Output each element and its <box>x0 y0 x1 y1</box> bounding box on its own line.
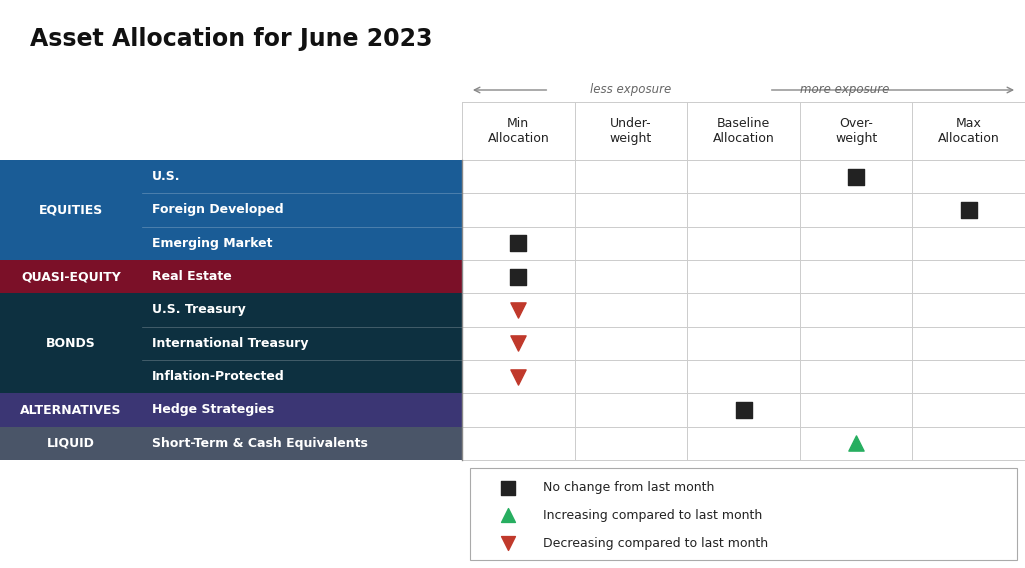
Text: Under-
weight: Under- weight <box>610 117 652 145</box>
Point <box>500 538 517 548</box>
Point <box>510 339 527 348</box>
Point <box>960 206 977 215</box>
Text: EQUITIES: EQUITIES <box>39 203 104 216</box>
Text: Increasing compared to last month: Increasing compared to last month <box>543 509 763 522</box>
Text: less exposure: less exposure <box>590 83 671 97</box>
Text: Max
Allocation: Max Allocation <box>938 117 999 145</box>
Bar <box>0 427 462 460</box>
Bar <box>0 160 462 193</box>
Text: U.S. Treasury: U.S. Treasury <box>152 303 246 316</box>
Bar <box>0 227 462 260</box>
Text: Foreign Developed: Foreign Developed <box>152 203 284 216</box>
Point <box>510 239 527 248</box>
Point <box>510 372 527 381</box>
Text: Decreasing compared to last month: Decreasing compared to last month <box>543 537 768 550</box>
Text: ALTERNATIVES: ALTERNATIVES <box>20 403 122 416</box>
Text: Baseline
Allocation: Baseline Allocation <box>712 117 774 145</box>
Bar <box>0 360 462 393</box>
Point <box>510 272 527 281</box>
Text: Inflation-Protected: Inflation-Protected <box>152 370 285 383</box>
Point <box>500 483 517 492</box>
Text: BONDS: BONDS <box>46 337 96 350</box>
Text: QUASI-EQUITY: QUASI-EQUITY <box>22 270 121 283</box>
Bar <box>0 260 462 293</box>
FancyBboxPatch shape <box>470 468 1017 560</box>
Text: Min
Allocation: Min Allocation <box>488 117 549 145</box>
Point <box>848 439 864 448</box>
Bar <box>0 327 462 360</box>
Point <box>735 406 751 415</box>
Point <box>500 511 517 520</box>
Text: International Treasury: International Treasury <box>152 337 309 350</box>
Text: Hedge Strategies: Hedge Strategies <box>152 403 275 416</box>
Bar <box>0 393 462 427</box>
Text: more exposure: more exposure <box>801 83 890 97</box>
Text: No change from last month: No change from last month <box>543 481 714 494</box>
Point <box>848 172 864 181</box>
Bar <box>462 0 1025 568</box>
Text: Over-
weight: Over- weight <box>835 117 877 145</box>
Text: U.S.: U.S. <box>152 170 180 183</box>
Point <box>510 306 527 315</box>
Text: Emerging Market: Emerging Market <box>152 237 273 250</box>
Text: Short-Term & Cash Equivalents: Short-Term & Cash Equivalents <box>152 437 368 450</box>
Text: LIQUID: LIQUID <box>47 437 95 450</box>
Bar <box>0 193 462 227</box>
Text: Real Estate: Real Estate <box>152 270 232 283</box>
Bar <box>0 293 462 327</box>
Text: Asset Allocation for June 2023: Asset Allocation for June 2023 <box>30 27 433 51</box>
